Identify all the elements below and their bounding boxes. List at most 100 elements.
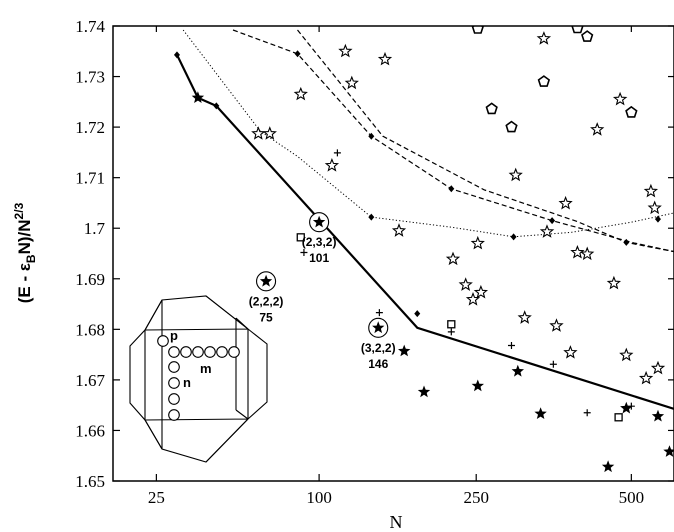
open-star-point — [612, 91, 628, 106]
inset-edges — [144, 295, 249, 463]
diamond-point — [510, 233, 517, 241]
highlight-label: (2,2,2) — [249, 294, 284, 308]
inset-atom — [168, 377, 180, 389]
open-star-point — [643, 183, 659, 198]
filled-star-point — [663, 445, 674, 457]
y-tick-label: 1.65 — [75, 472, 105, 491]
square-point — [447, 320, 456, 329]
x-tick-label: 500 — [619, 488, 645, 507]
diamond-point — [414, 310, 421, 318]
dashed-line-upper — [297, 29, 674, 253]
plus-point — [627, 402, 635, 410]
dashed-line-lower — [232, 29, 674, 253]
diamond-point — [623, 238, 630, 246]
line-series — [176, 29, 674, 411]
open-star-point — [549, 318, 564, 332]
highlighted-clusters: (2,2,2) 75 (2,3,2) 101 (3,2,2) 146 — [249, 212, 396, 371]
plus-point — [549, 360, 557, 368]
plus-point — [507, 342, 515, 350]
diamond-point — [213, 102, 220, 110]
open-star-point — [473, 284, 489, 299]
open-star-point — [650, 360, 666, 375]
plus-point — [375, 309, 383, 317]
x-axis-labels: 25 100 250 500 — [148, 26, 644, 507]
open-star-point — [458, 277, 473, 291]
open-star-point — [563, 345, 578, 359]
solid-line — [176, 54, 674, 411]
filled-star-point — [511, 364, 524, 377]
open-star-point — [293, 86, 308, 101]
open-star-point — [580, 246, 595, 261]
y-axis-title: (E - εBN)/N2/3 — [12, 202, 38, 303]
open-star-point — [590, 122, 605, 136]
inset-inner-edges — [161, 300, 249, 449]
highlight-star — [312, 215, 326, 228]
inset-atom — [168, 346, 180, 358]
open-star-point — [638, 370, 654, 385]
open-star-point — [570, 245, 585, 259]
x-tick-label: 250 — [463, 488, 489, 507]
inset-label-n: n — [183, 375, 191, 390]
pentagon-point — [571, 26, 584, 34]
open-star-point — [377, 51, 393, 66]
inset-label-m: m — [200, 361, 212, 376]
scatter-markers — [173, 26, 674, 473]
open-star-point — [539, 224, 555, 238]
diamond-point — [368, 213, 375, 221]
plot-frame — [112, 25, 674, 482]
diamond-point — [654, 215, 661, 223]
highlight-label: (3,2,2) — [361, 341, 396, 355]
open-star-point — [445, 251, 461, 266]
pentagon-point — [505, 120, 518, 133]
y-tick-label: 1.67 — [75, 371, 105, 390]
plus-point — [447, 328, 455, 336]
inset-atom — [168, 393, 180, 405]
inset-atom — [168, 361, 180, 373]
open-star-point — [391, 223, 407, 237]
inset-atom — [192, 346, 204, 358]
x-tick-label: 25 — [148, 488, 165, 507]
filled-star-point — [620, 401, 633, 414]
pentagon-point — [625, 105, 638, 118]
highlight-star — [372, 321, 385, 334]
inset-atom — [228, 346, 240, 358]
open-star-point — [338, 43, 353, 58]
open-star-point — [344, 75, 359, 90]
open-star-point — [262, 126, 277, 140]
highlight-size: 101 — [309, 251, 329, 265]
inset-atom — [180, 346, 192, 358]
pentagon-point — [485, 102, 498, 115]
pentagon-point — [471, 26, 484, 34]
filled-star-point — [471, 379, 484, 392]
inset-atom — [157, 335, 169, 347]
open-star-point — [324, 158, 340, 172]
square-point — [614, 413, 623, 422]
y-tick-label: 1.72 — [75, 118, 105, 137]
y-tick-label: 1.71 — [75, 169, 105, 188]
y-tick-label: 1.68 — [75, 320, 105, 339]
plus-point — [333, 149, 341, 157]
inset-atom — [168, 409, 180, 421]
open-star-point — [536, 31, 552, 45]
filled-star-point — [191, 91, 205, 103]
hexagonal-cluster-inset: p mn — [129, 295, 268, 463]
pentagon-point — [537, 75, 551, 87]
open-star-point — [465, 291, 481, 306]
inset-atom — [216, 346, 228, 358]
filled-star-point — [651, 409, 665, 422]
plus-point — [300, 248, 308, 256]
open-star-point — [508, 167, 523, 182]
inset-label-p: p — [170, 328, 178, 343]
x-axis-title: N — [390, 512, 403, 532]
inset-atom — [204, 346, 216, 358]
y-tick-label: 1.73 — [75, 68, 105, 87]
filled-star-point — [601, 460, 615, 473]
open-star-point — [647, 200, 662, 215]
open-star-point — [251, 126, 266, 140]
y-tick-label: 1.7 — [84, 219, 106, 238]
open-star-point — [517, 310, 532, 324]
open-star-point — [619, 347, 634, 362]
diamond-point — [368, 132, 375, 140]
highlight-size: 75 — [259, 310, 273, 324]
